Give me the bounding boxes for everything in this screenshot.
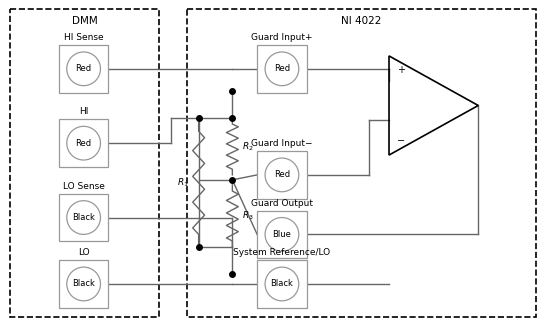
Text: Red: Red — [75, 64, 92, 73]
Circle shape — [265, 267, 299, 301]
Text: HI Sense: HI Sense — [64, 33, 103, 42]
Text: LO Sense: LO Sense — [63, 182, 104, 191]
Text: +: + — [397, 65, 405, 75]
Bar — [257, 260, 307, 308]
Text: Red: Red — [75, 139, 92, 148]
Text: $R_2$: $R_2$ — [242, 140, 254, 153]
Text: Black: Black — [72, 280, 95, 288]
Circle shape — [67, 126, 101, 160]
Circle shape — [265, 158, 299, 192]
Text: Black: Black — [72, 213, 95, 222]
Text: Guard Output: Guard Output — [251, 198, 313, 208]
Text: $R_1$: $R_1$ — [177, 177, 189, 189]
Text: $R_3$: $R_3$ — [242, 210, 254, 222]
Circle shape — [67, 201, 101, 234]
Bar — [187, 9, 536, 317]
Circle shape — [67, 267, 101, 301]
Circle shape — [265, 52, 299, 86]
Text: −: − — [397, 136, 405, 146]
Text: Blue: Blue — [272, 230, 292, 239]
Text: System Reference/LO: System Reference/LO — [234, 248, 330, 257]
Bar — [10, 9, 159, 317]
Text: NI 4022: NI 4022 — [341, 16, 381, 26]
Text: Guard Input−: Guard Input− — [251, 139, 313, 148]
Circle shape — [265, 217, 299, 251]
Bar — [59, 119, 108, 167]
Bar — [257, 151, 307, 199]
Text: Red: Red — [274, 170, 290, 180]
Text: Guard Input+: Guard Input+ — [251, 33, 313, 42]
Bar — [257, 211, 307, 258]
Text: LO: LO — [78, 248, 90, 257]
Text: HI: HI — [79, 107, 88, 116]
Bar — [59, 45, 108, 93]
Bar — [59, 260, 108, 308]
Text: Red: Red — [274, 64, 290, 73]
Bar — [257, 45, 307, 93]
Text: DMM: DMM — [72, 16, 97, 26]
Circle shape — [67, 52, 101, 86]
Text: Black: Black — [270, 280, 293, 288]
Bar — [59, 194, 108, 241]
